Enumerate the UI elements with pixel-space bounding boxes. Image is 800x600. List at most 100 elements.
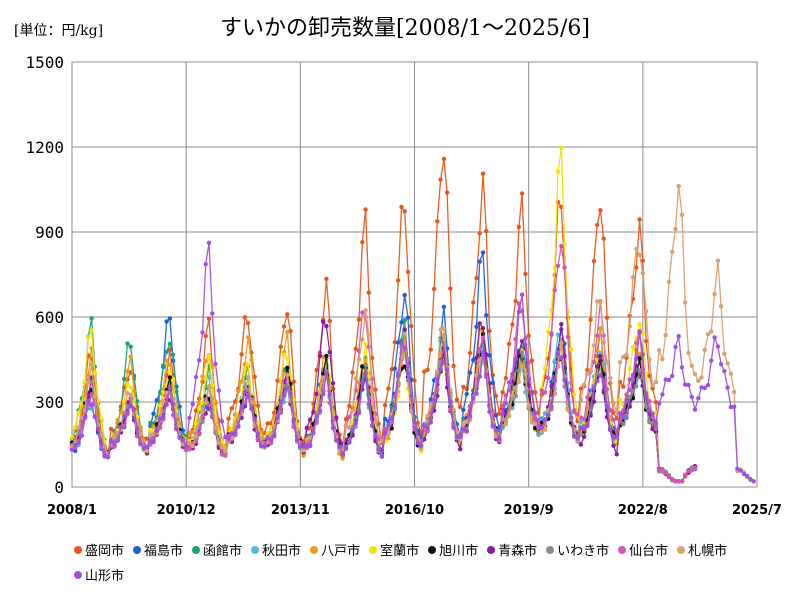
series-point bbox=[542, 417, 548, 422]
series-point bbox=[689, 363, 694, 368]
series-point bbox=[396, 278, 401, 283]
series-point bbox=[673, 479, 678, 484]
series-point bbox=[425, 425, 430, 430]
x-tick-label: 2016/10 bbox=[385, 503, 444, 518]
series-point bbox=[732, 404, 737, 409]
series-point bbox=[588, 317, 593, 322]
series-point bbox=[461, 427, 466, 432]
series-point bbox=[304, 425, 310, 430]
series-point bbox=[135, 426, 140, 431]
series-point bbox=[86, 334, 91, 340]
series-point bbox=[516, 368, 522, 373]
series-point bbox=[272, 433, 277, 438]
series-point bbox=[210, 311, 215, 316]
series-point bbox=[666, 377, 672, 383]
series-point bbox=[184, 444, 189, 449]
series-point bbox=[285, 365, 290, 370]
series-point bbox=[542, 426, 548, 431]
series-point bbox=[428, 420, 433, 425]
series-point bbox=[203, 333, 208, 339]
series-point bbox=[595, 333, 600, 338]
series-point bbox=[170, 352, 176, 357]
series-point bbox=[294, 437, 300, 443]
series-point bbox=[581, 427, 587, 432]
series-point bbox=[324, 370, 329, 376]
series-point bbox=[637, 252, 642, 258]
series-point bbox=[477, 231, 482, 236]
series-point bbox=[552, 377, 557, 383]
series-point bbox=[624, 398, 629, 403]
series-point bbox=[148, 427, 153, 433]
series-point bbox=[431, 286, 437, 292]
series-point bbox=[187, 441, 192, 446]
series-point bbox=[630, 372, 636, 378]
series-point bbox=[69, 435, 75, 440]
series-point bbox=[471, 300, 476, 305]
series-point bbox=[392, 340, 398, 345]
series-point bbox=[526, 333, 531, 338]
series-point bbox=[647, 408, 652, 413]
series-point bbox=[76, 425, 81, 430]
legend-label: 秋田市 bbox=[262, 544, 302, 559]
legend-item: 室蘭市 bbox=[369, 540, 419, 559]
series-point bbox=[268, 437, 274, 443]
series-point bbox=[242, 366, 248, 372]
series-point bbox=[663, 471, 668, 476]
series-point bbox=[79, 422, 85, 427]
series-point bbox=[386, 436, 391, 441]
series-point bbox=[242, 389, 248, 394]
series-point bbox=[347, 414, 352, 420]
series-point bbox=[157, 389, 163, 395]
series-point bbox=[366, 332, 371, 337]
series-point bbox=[307, 435, 313, 440]
series-point bbox=[572, 392, 577, 397]
x-tick-label: 2008/1 bbox=[47, 503, 97, 518]
series-point bbox=[640, 258, 645, 263]
series-point bbox=[95, 427, 101, 432]
series-point bbox=[549, 404, 554, 409]
series-point bbox=[454, 397, 460, 402]
series-point bbox=[529, 420, 535, 425]
series-point bbox=[686, 468, 691, 474]
series-point bbox=[458, 446, 463, 452]
series-point bbox=[317, 408, 323, 413]
series-point bbox=[640, 352, 645, 357]
x-tick-label: 2019/9 bbox=[504, 503, 554, 518]
series-point bbox=[105, 454, 111, 460]
legend-marker bbox=[428, 545, 437, 554]
series-point bbox=[187, 415, 192, 421]
series-point bbox=[572, 408, 577, 413]
series-point bbox=[448, 286, 453, 291]
series-point bbox=[696, 396, 701, 401]
series-point bbox=[722, 369, 727, 374]
series-point bbox=[314, 391, 319, 397]
series-point bbox=[291, 417, 296, 422]
series-point bbox=[239, 352, 244, 357]
series-point bbox=[692, 407, 698, 412]
legend-item: 旭川市 bbox=[428, 540, 478, 559]
series-point bbox=[474, 324, 479, 329]
series-point bbox=[643, 404, 649, 409]
series-point bbox=[285, 356, 290, 361]
legend-marker bbox=[251, 545, 260, 554]
series-point bbox=[581, 434, 587, 439]
series-point bbox=[128, 403, 133, 409]
series-point bbox=[382, 430, 388, 436]
series-point bbox=[679, 212, 685, 217]
series-point bbox=[281, 393, 287, 398]
series-point bbox=[451, 407, 456, 412]
series-point bbox=[232, 412, 238, 417]
series-point bbox=[144, 448, 150, 454]
series-point bbox=[634, 356, 639, 362]
series-point bbox=[559, 243, 564, 249]
series-point bbox=[559, 204, 564, 210]
legend-item: 札幌市 bbox=[677, 540, 727, 559]
series-point bbox=[497, 436, 502, 441]
series-point bbox=[376, 431, 381, 436]
x-tick-label: 2013/11 bbox=[271, 503, 330, 518]
series-point bbox=[493, 434, 499, 439]
series-point bbox=[307, 443, 313, 449]
series-point bbox=[575, 412, 580, 417]
series-point bbox=[441, 156, 447, 162]
series-point bbox=[210, 413, 215, 419]
